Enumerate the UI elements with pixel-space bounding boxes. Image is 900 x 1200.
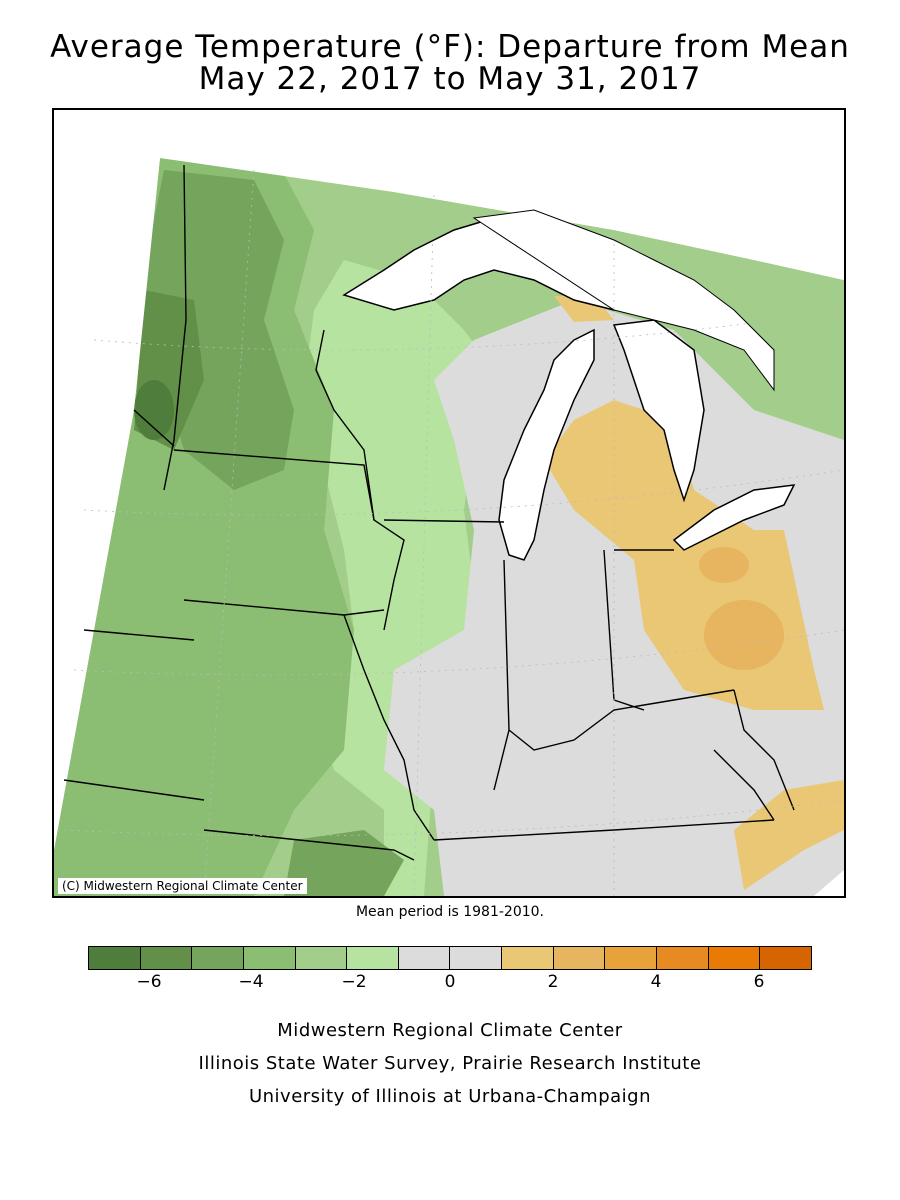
temperature-departure-map [54, 110, 844, 896]
legend-tick-2: 2 [547, 972, 559, 992]
region-plus2-ohio [704, 600, 784, 670]
legend-bar [88, 946, 812, 970]
graticule [63, 169, 844, 896]
legend-swatch [192, 947, 244, 969]
outside-domain-right-bottom [814, 870, 844, 896]
legend-tick-minus4: −4 [238, 972, 264, 992]
legend-tick-0: 0 [444, 972, 456, 992]
ky-tn-border [433, 819, 775, 841]
map-title-line1: Average Temperature (°F): Departure from… [50, 29, 850, 65]
legend-swatch [89, 947, 141, 969]
region-plus2-mi [699, 547, 749, 583]
legend-tick-minus6: −6 [136, 972, 162, 992]
mississippi-river [343, 614, 435, 841]
legend-swatch [140, 947, 193, 969]
mean-period-note: Mean period is 1981-2010. [355, 904, 545, 920]
ne-ks-border [83, 629, 195, 641]
legend-tick-minus2: −2 [341, 972, 367, 992]
nd-mn-border [163, 164, 187, 491]
mn-wi-border [315, 329, 405, 631]
region-minus4-south [284, 830, 404, 896]
wi-il-border [383, 519, 505, 523]
map-title-line2: May 22, 2017 to May 31, 2017 [198, 61, 702, 97]
lake-erie [672, 484, 796, 551]
legend-swatch [398, 947, 451, 969]
legend-tick-6: 6 [753, 972, 765, 992]
state-boundaries [63, 164, 795, 861]
color-legend [88, 946, 812, 970]
map-panel: (C) Midwestern Regional Climate Center [52, 108, 846, 898]
oh-wv-border [733, 689, 795, 811]
canada-region [472, 209, 775, 392]
legend-swatch [708, 947, 761, 969]
outside-domain-left [54, 110, 160, 850]
region-plus1-south [734, 780, 844, 890]
nd-sd-border [133, 409, 175, 447]
ks-ok-border [63, 779, 205, 801]
legend-swatch [295, 947, 348, 969]
region-minus3 [54, 158, 354, 896]
ky-va-border [713, 749, 775, 821]
credit-line-1: Midwestern Regional Climate Center [277, 1020, 623, 1041]
region-minus6 [134, 380, 174, 440]
lake-huron [612, 319, 705, 503]
legend-swatch [450, 947, 503, 969]
legend-swatch [347, 947, 399, 969]
legend-swatch [760, 947, 811, 969]
sd-ia-border [173, 449, 375, 521]
credit-line-2: Illinois State Water Survey, Prairie Res… [198, 1053, 702, 1074]
map-copyright: (C) Midwestern Regional Climate Center [58, 878, 307, 894]
ohio-river [508, 689, 735, 751]
legend-swatch [553, 947, 606, 969]
legend-tick-4: 4 [650, 972, 662, 992]
legend-swatch [657, 947, 709, 969]
lake-michigan [498, 328, 595, 561]
legend-swatch [243, 947, 296, 969]
legend-swatch [502, 947, 554, 969]
outside-domain-top [54, 110, 844, 280]
mo-ar-border [203, 829, 415, 861]
region-minus1 [304, 260, 494, 896]
region-zero [384, 300, 844, 896]
legend-swatch [605, 947, 658, 969]
credit-line-3: University of Illinois at Urbana-Champai… [248, 1086, 652, 1107]
